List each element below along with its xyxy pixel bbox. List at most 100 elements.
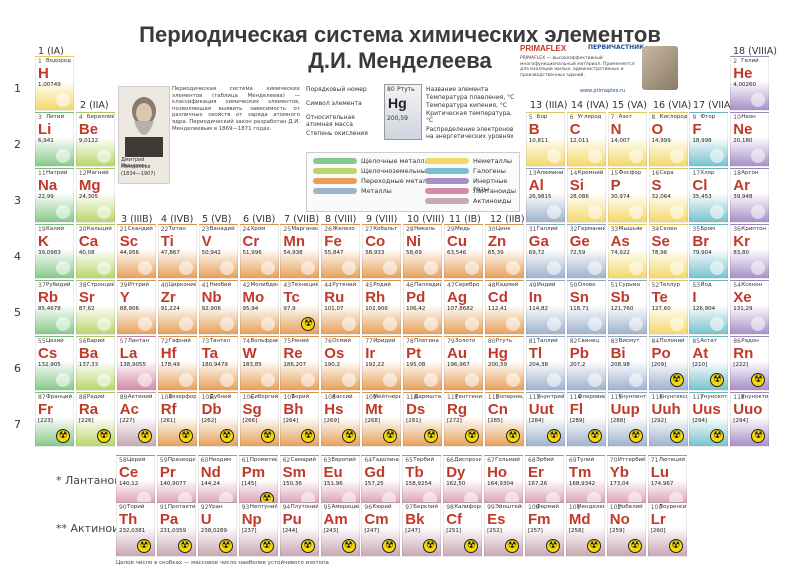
element-cell-tc[interactable]: 43 Технеций Tc 97,9 ☢ [280, 280, 320, 335]
element-cell-no[interactable]: 102 Нобелий No [259] ☢ [606, 502, 646, 557]
element-cell-s[interactable]: 16 Сера S 32,064 [648, 168, 688, 223]
element-cell-he[interactable]: 2 Гелий He 4,00260 [730, 56, 770, 111]
element-cell-w[interactable]: 74 Вольфрам W 183,85 [239, 336, 279, 391]
element-cell-re[interactable]: 75 Рений Re 186,207 [280, 336, 320, 391]
element-cell-zr[interactable]: 40 Цирконий Zr 91,224 [157, 280, 197, 335]
element-cell-rf[interactable]: 104РезерфордийRf[261]☢ [157, 392, 197, 447]
element-cell-pm[interactable]: 61 Прометий Pm [145] ☢ [238, 455, 278, 510]
element-cell-rg[interactable]: 111 Рентгений Rg [272] ☢ [444, 392, 483, 447]
element-cell-at[interactable]: 85 Астат At [210] ☢ [689, 336, 729, 391]
element-cell-ca[interactable]: 20 Кальций Ca 40,08 [75, 224, 115, 279]
element-cell-bk[interactable]: 97 Берклий Bk [247] ☢ [402, 502, 442, 557]
element-cell-sg[interactable]: 106 Сиборгий Sg [266] ☢ [239, 392, 279, 447]
element-cell-cf[interactable]: 98КалифорнийCf[251]☢ [443, 502, 483, 557]
element-cell-ba[interactable]: 56 Барий Ba 137,33 [75, 336, 115, 391]
element-cell-ds[interactable]: 110ДармштадтийDs[281]☢ [403, 392, 443, 447]
element-cell-md[interactable]: 101МенделевийMd[258]☢ [565, 502, 605, 557]
element-cell-pa[interactable]: 91ПротактинийPa231,0359 ☢ [156, 502, 196, 557]
element-cell-y[interactable]: 39 Иттрий Y 88,906 [116, 280, 156, 335]
element-cell-sn[interactable]: 50 Олово Sn 118,71 [566, 280, 606, 335]
element-cell-cl[interactable]: 17 Хлор Cl 35,453 [689, 168, 729, 223]
element-cell-np[interactable]: 93 Нептуний Np [237] ☢ [238, 502, 278, 557]
element-cell-fm[interactable]: 100 Фермий Fm [257] ☢ [525, 502, 564, 557]
element-cell-kr[interactable]: 36 Криптон Kr 83,80 [730, 224, 770, 279]
element-cell-cr[interactable]: 24 Хром Cr 51,996 [239, 224, 279, 279]
element-cell-as[interactable]: 33 Мышьяк As 74,922 [607, 224, 647, 279]
element-cell-zn[interactable]: 30 Цинк Zn 65,39 [484, 224, 524, 279]
element-cell-sc[interactable]: 21 Скандий Sc 44,956 [116, 224, 156, 279]
element-cell-c[interactable]: 6 Углерод C 12,011 [566, 112, 606, 167]
element-cell-ho[interactable]: 67 Гольмий Ho 164,9304 [484, 455, 524, 510]
element-cell-u[interactable]: 92 Уран U 238,0289 ☢ [197, 502, 237, 557]
element-cell-cs[interactable]: 55 Цезий Cs 132,905 [35, 336, 74, 391]
element-cell-hg[interactable]: 80 Ртуть Hg 200,59 [484, 336, 524, 391]
element-cell-li[interactable]: 3 Литий Li 6,941 [35, 112, 74, 167]
element-cell-gd[interactable]: 64ГадолинийGd157,25 [361, 455, 401, 510]
brand-url[interactable]: www.primaplex.ru [580, 88, 626, 94]
element-cell-al[interactable]: 13 Алюминий Al 26,9815 [525, 168, 565, 223]
element-cell-ni[interactable]: 28 Никель Ni 58,69 [403, 224, 443, 279]
element-cell-co[interactable]: 27 Кобальт Co 58,933 [362, 224, 402, 279]
element-cell-se[interactable]: 34 Селен Se 78,96 [648, 224, 688, 279]
element-cell-ru[interactable]: 44 Рутений Ru 101,07 [321, 280, 361, 335]
element-cell-ga[interactable]: 31 Галлий Ga 69,72 [525, 224, 565, 279]
element-cell-th[interactable]: 90 Торий Th 232,0381 ☢ [116, 502, 155, 557]
element-cell-ne[interactable]: 10 Неон Ne 20,180 [730, 112, 770, 167]
element-cell-lu[interactable]: 71 Лютеций Lu 174,967 [647, 455, 687, 510]
element-cell-mo[interactable]: 42 Молибден Mo 95,94 [239, 280, 279, 335]
element-cell-hs[interactable]: 108 Хассий Hs [269] ☢ [321, 392, 361, 447]
element-cell-rb[interactable]: 37 Рубидий Rb 85,4678 [35, 280, 74, 335]
element-cell-ti[interactable]: 22 Титан Ti 47,867 [157, 224, 197, 279]
element-cell-rn[interactable]: 86 Радон Rn [222] ☢ [730, 336, 770, 391]
element-cell-b[interactable]: 5 Бор B 10,811 [525, 112, 565, 167]
element-cell-fe[interactable]: 26 Железо Fe 55,847 [321, 224, 361, 279]
element-cell-ta[interactable]: 73 Тантал Ta 180,9479 [198, 336, 238, 391]
element-cell-lr[interactable]: 103ЛоуренсийLr[260]☢ [647, 502, 687, 557]
element-cell-eu[interactable]: 63 Европий Eu 151,96 [320, 455, 360, 510]
element-cell-f[interactable]: 9 Фтор F 18,998 [689, 112, 729, 167]
element-cell-pd[interactable]: 46 Палладий Pd 106,42 [403, 280, 443, 335]
element-cell-o[interactable]: 8 Кислород O 14,999 [648, 112, 688, 167]
element-cell-dy[interactable]: 66ДиспрозийDy162,50 [443, 455, 483, 510]
element-cell-ce[interactable]: 58 Церий Ce 140,12 [116, 455, 155, 510]
element-cell-cm[interactable]: 96 Кюрий Cm [247] ☢ [361, 502, 401, 557]
element-cell-uup[interactable]: 115УнунпентийUup[288]☢ [607, 392, 647, 447]
element-cell-na[interactable]: 11 Натрий Na 22,99 [35, 168, 74, 223]
element-cell-hf[interactable]: 72 Гафний Hf 178,49 [157, 336, 197, 391]
element-cell-au[interactable]: 79 Золото Au 196,967 [444, 336, 483, 391]
element-cell-uut[interactable]: 113 Унунтрий Uut [284] ☢ [525, 392, 565, 447]
element-cell-ar[interactable]: 18 Аргон Ar 39,948 [730, 168, 770, 223]
element-cell-in[interactable]: 49 Индий In 114,82 [525, 280, 565, 335]
element-cell-tm[interactable]: 69 Тулий Tm 168,9342 [565, 455, 605, 510]
element-cell-te[interactable]: 52 Теллур Te 127,60 [648, 280, 688, 335]
element-cell-ac[interactable]: 89 Актиний Ac [227] ☢ [116, 392, 156, 447]
element-cell-k[interactable]: 19 Калий K 39,0983 [35, 224, 74, 279]
element-cell-v[interactable]: 23 Ванадий V 50,942 [198, 224, 238, 279]
element-cell-ir[interactable]: 77 Иридий Ir 192,22 [362, 336, 402, 391]
element-cell-mn[interactable]: 25 Марганец Mn 54,938 [280, 224, 320, 279]
element-cell-n[interactable]: 7 Азот N 14,007 [607, 112, 647, 167]
element-cell-pu[interactable]: 94 Плутоний Pu [244] ☢ [279, 502, 319, 557]
element-cell-fr[interactable]: 87 Франций Fr [223] ☢ [35, 392, 74, 447]
element-cell-db[interactable]: 105 Дубний Db [262] ☢ [198, 392, 238, 447]
element-cell-p[interactable]: 15 Фосфор P 30,974 [607, 168, 647, 223]
element-cell-mt[interactable]: 109МейтнерийMt[268]☢ [362, 392, 402, 447]
element-cell-i[interactable]: 53 Йод I 126,904 [689, 280, 729, 335]
element-cell-si[interactable]: 14 Кремний Si 28,086 [566, 168, 606, 223]
element-cell-mg[interactable]: 12 Магний Mg 24,305 [75, 168, 115, 223]
element-cell-br[interactable]: 35 Бром Br 79,904 [689, 224, 729, 279]
element-cell-uuh[interactable]: 116УнунгексийUuh[292]☢ [648, 392, 688, 447]
element-cell-la[interactable]: 57 Лантан La 138,9055 [116, 336, 156, 391]
element-cell-pr[interactable]: 59ПразеодимPr140,9077 [156, 455, 196, 510]
element-cell-cn[interactable]: 112КоперницийCn[285]☢ [484, 392, 524, 447]
element-cell-am[interactable]: 95 Америций Am [243] ☢ [320, 502, 360, 557]
element-cell-cu[interactable]: 29 Медь Cu 63,546 [444, 224, 483, 279]
element-cell-fl[interactable]: 114 Флеровий Fl [289] ☢ [566, 392, 606, 447]
element-cell-es[interactable]: 99ЭйнштейнийEs[252]☢ [484, 502, 524, 557]
element-cell-ge[interactable]: 32 Германий Ge 72,59 [566, 224, 606, 279]
element-cell-bh[interactable]: 107 Борий Bh [264] ☢ [280, 392, 320, 447]
element-cell-cd[interactable]: 48 Кадмий Cd 112,41 [484, 280, 524, 335]
element-cell-uus[interactable]: 117УнунсептийUus[294]☢ [689, 392, 729, 447]
element-cell-sb[interactable]: 51 Сурьма Sb 121,760 [607, 280, 647, 335]
element-cell-ag[interactable]: 47 Серебро Ag 107,8682 [444, 280, 483, 335]
